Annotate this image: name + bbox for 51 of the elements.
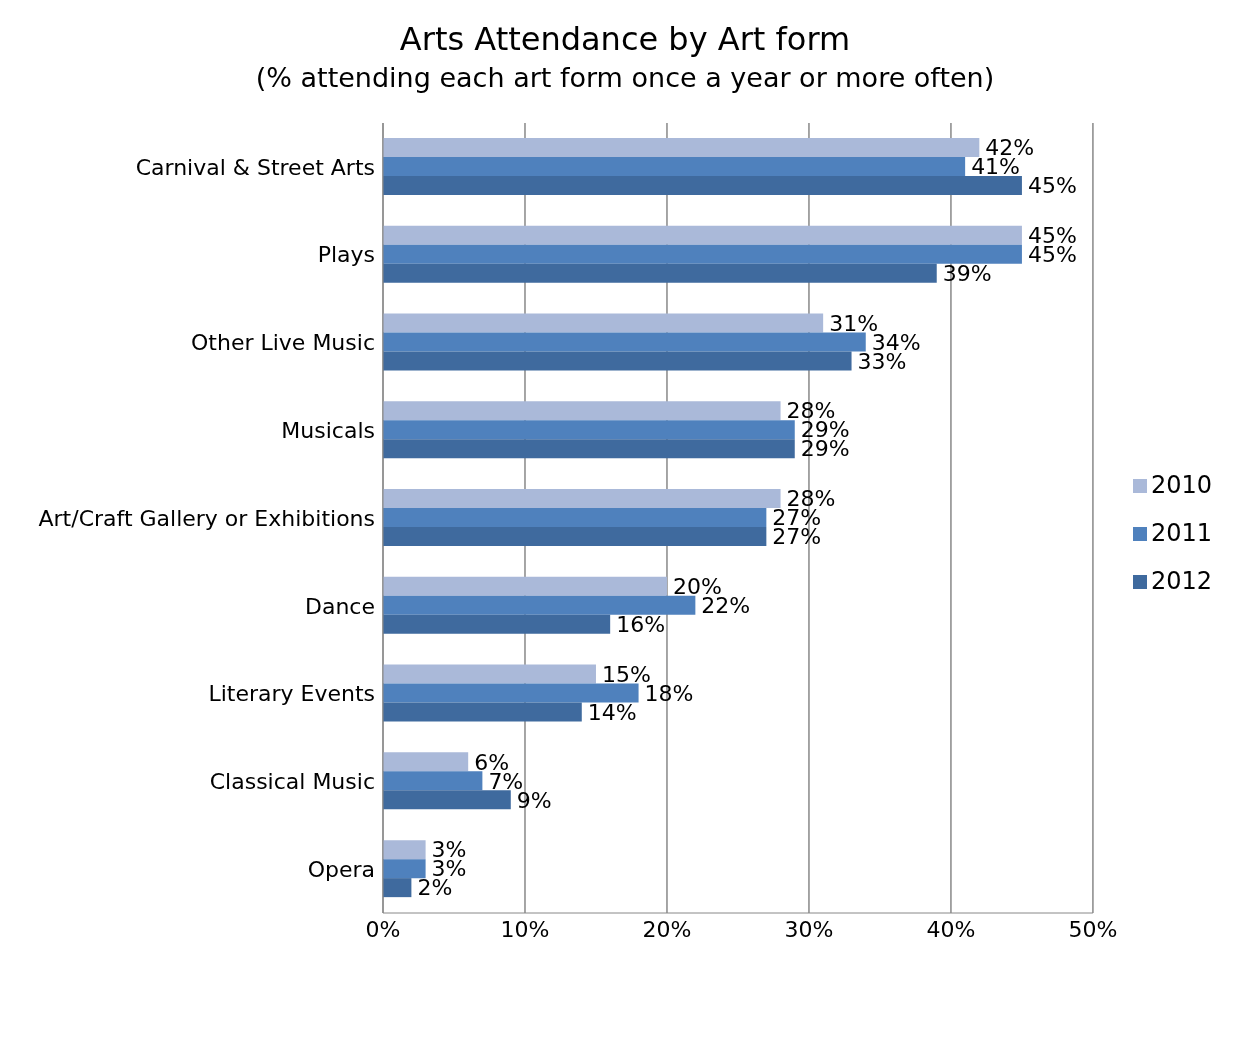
x-tick-label: 30% — [784, 916, 834, 942]
bar — [383, 439, 795, 459]
bar — [383, 859, 426, 879]
bar — [383, 137, 980, 157]
data-label: 14% — [587, 699, 637, 725]
y-tick-label: Classical Music — [209, 769, 375, 795]
bar — [383, 702, 582, 722]
y-tick-label: Plays — [317, 242, 375, 268]
y-tick-label: Musicals — [281, 418, 375, 444]
bar — [383, 878, 412, 898]
y-tick-label: Other Live Music — [191, 330, 375, 356]
bar — [383, 752, 469, 772]
bar — [383, 156, 966, 176]
y-tick-label: Literary Events — [208, 681, 375, 707]
chart-subtitle: (% attending each art form once a year or more often) — [254, 62, 996, 93]
y-tick-label: Dance — [305, 593, 375, 619]
x-tick-label: 10% — [500, 916, 550, 942]
data-label: 39% — [942, 260, 992, 286]
bar — [383, 683, 639, 703]
y-tick-label: Carnival & Street Arts — [135, 154, 375, 180]
x-tick-label: 0% — [365, 916, 401, 942]
bar — [383, 771, 483, 791]
bar — [383, 527, 767, 547]
bar — [383, 790, 511, 810]
y-tick-label: Art/Craft Gallery or Exhibitions — [38, 505, 375, 531]
bar — [383, 401, 781, 421]
bar — [383, 244, 1022, 264]
bar — [383, 332, 866, 352]
bar — [383, 595, 696, 615]
x-tick-label: 50% — [1068, 916, 1118, 942]
y-tick-label: Opera — [307, 856, 375, 882]
bar — [383, 508, 767, 528]
legend-label: 2012 — [1150, 567, 1212, 595]
x-tick-label: 40% — [926, 916, 976, 942]
bar — [383, 614, 611, 634]
bar — [383, 576, 667, 596]
bar — [383, 263, 937, 283]
data-label: 16% — [616, 612, 666, 638]
bar — [383, 664, 596, 684]
bar — [383, 489, 781, 509]
bar — [383, 351, 852, 371]
bar — [383, 313, 824, 333]
bar — [383, 420, 795, 440]
bar — [383, 840, 426, 860]
legend-label: 2010 — [1150, 471, 1212, 499]
x-tick-label: 20% — [642, 916, 692, 942]
data-label: 45% — [1027, 173, 1077, 199]
bar — [383, 175, 1022, 195]
chart-title: Arts Attendance by Art form — [398, 20, 852, 58]
bar — [383, 225, 1022, 245]
legend-label: 2011 — [1150, 519, 1212, 547]
